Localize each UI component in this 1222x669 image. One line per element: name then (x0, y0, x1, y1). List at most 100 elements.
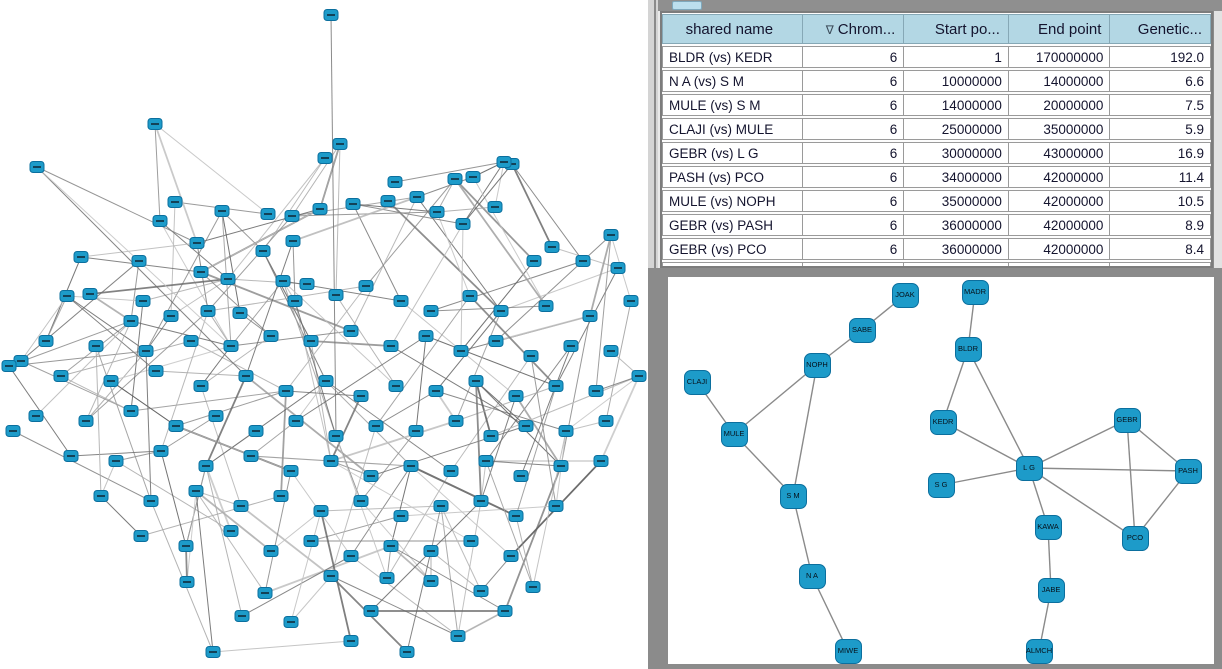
network-node[interactable] (189, 237, 205, 249)
network-node[interactable] (283, 465, 299, 477)
table-cell[interactable]: NOPH (vs) S M (662, 262, 803, 266)
network-node[interactable] (523, 350, 539, 362)
network-node[interactable] (387, 176, 403, 188)
network-node[interactable] (462, 290, 478, 302)
network-node[interactable] (299, 278, 315, 290)
network-node[interactable] (448, 415, 464, 427)
network-node[interactable] (263, 330, 279, 342)
network-node[interactable] (135, 295, 151, 307)
network-node[interactable] (255, 245, 271, 257)
network-node[interactable] (383, 540, 399, 552)
network-node[interactable] (363, 605, 379, 617)
table-scrollbar-strip[interactable] (1213, 11, 1222, 268)
network-node[interactable] (455, 218, 471, 230)
table-cell[interactable]: 43000000 (1008, 142, 1111, 164)
network-node[interactable] (208, 410, 224, 422)
network-node[interactable] (147, 118, 163, 130)
network-node[interactable] (563, 340, 579, 352)
network-node[interactable] (167, 196, 183, 208)
table-cell[interactable]: 35000000 (1008, 118, 1111, 140)
network-node[interactable] (433, 500, 449, 512)
table-cell[interactable]: 42000000 (1008, 238, 1111, 260)
network-node[interactable] (220, 273, 236, 285)
table-cell[interactable]: GEBR (vs) L G (662, 142, 803, 164)
network-node[interactable] (260, 208, 276, 220)
network-node[interactable] (183, 335, 199, 347)
table-cell[interactable]: 170000000 (1008, 46, 1111, 68)
network-node-n-a[interactable]: N A (798, 563, 826, 589)
large-network-panel[interactable] (0, 0, 648, 669)
table-row[interactable]: PASH (vs) PCO 6 34000000 42000000 11.4 (662, 166, 1211, 188)
table-row[interactable]: NOPH (vs) S M636000000420000009.9 (662, 262, 1211, 266)
network-node[interactable] (205, 646, 221, 658)
table-cell[interactable]: 34000000 (904, 166, 1009, 188)
network-node[interactable] (508, 390, 524, 402)
table-cell[interactable]: BLDR (vs) KEDR (662, 46, 803, 68)
network-node[interactable] (59, 290, 75, 302)
network-node[interactable] (123, 405, 139, 417)
network-node[interactable] (38, 335, 54, 347)
column-header-end-point[interactable]: End point (1008, 14, 1111, 44)
network-node[interactable] (603, 345, 619, 357)
network-node[interactable] (493, 305, 509, 317)
network-node[interactable] (288, 415, 304, 427)
network-node[interactable] (178, 540, 194, 552)
table-cell[interactable]: 6 (802, 214, 905, 236)
table-cell[interactable]: 42000000 (1008, 190, 1111, 212)
network-node[interactable] (483, 430, 499, 442)
table-cell[interactable]: 8.4 (1110, 238, 1211, 260)
network-node[interactable] (558, 425, 574, 437)
network-node[interactable] (358, 280, 374, 292)
column-header-shared-name[interactable]: shared name (662, 14, 803, 44)
table-cell[interactable]: 1 (904, 46, 1009, 68)
network-node[interactable] (82, 288, 98, 300)
network-node-mule[interactable]: MULE (720, 421, 748, 447)
network-node[interactable] (93, 490, 109, 502)
network-node[interactable] (257, 587, 273, 599)
network-node[interactable] (403, 460, 419, 472)
network-node[interactable] (312, 203, 328, 215)
network-node[interactable] (478, 455, 494, 467)
network-node[interactable] (399, 646, 415, 658)
table-cell[interactable]: CLAJI (vs) MULE (662, 118, 803, 140)
network-node[interactable] (526, 255, 542, 267)
table-cell[interactable]: 10.5 (1110, 190, 1211, 212)
network-node[interactable] (343, 325, 359, 337)
table-cell[interactable]: 6 (802, 46, 905, 68)
network-node-pco[interactable]: PCO (1121, 525, 1149, 551)
network-node[interactable] (233, 500, 249, 512)
network-node[interactable] (323, 9, 339, 21)
network-node[interactable] (285, 235, 301, 247)
table-cell[interactable]: 8.9 (1110, 214, 1211, 236)
network-node[interactable] (429, 206, 445, 218)
network-edge[interactable] (1028, 467, 1136, 539)
network-node[interactable] (368, 420, 384, 432)
network-node[interactable] (623, 295, 639, 307)
network-node[interactable] (423, 575, 439, 587)
table-row[interactable]: BLDR (vs) KEDR 6 1 170000000 192.0 (662, 46, 1211, 68)
table-cell[interactable]: 6.6 (1110, 70, 1211, 92)
network-node[interactable] (488, 335, 504, 347)
network-node-l-g[interactable]: L G (1015, 455, 1043, 481)
table-cell[interactable]: 6 (802, 262, 905, 266)
table-row[interactable]: GEBR (vs) PCO 6 36000000 42000000 8.4 (662, 238, 1211, 260)
filter-icon[interactable]: ∇ (825, 22, 834, 37)
network-node[interactable] (287, 295, 303, 307)
network-node[interactable] (603, 229, 619, 241)
network-edge[interactable] (942, 421, 1030, 469)
network-node[interactable] (450, 630, 466, 642)
table-cell[interactable]: 16.9 (1110, 142, 1211, 164)
network-node[interactable] (223, 340, 239, 352)
table-cell[interactable]: 30000000 (904, 142, 1009, 164)
table-cell[interactable]: 6 (802, 166, 905, 188)
network-node[interactable] (544, 241, 560, 253)
network-node-noph[interactable]: NOPH (803, 352, 831, 378)
network-node[interactable] (409, 191, 425, 203)
network-node-kawa[interactable]: KAWA (1034, 514, 1062, 540)
network-node[interactable] (108, 455, 124, 467)
network-node[interactable] (548, 500, 564, 512)
network-node[interactable] (153, 445, 169, 457)
network-node[interactable] (575, 255, 591, 267)
table-cell[interactable]: 192.0 (1110, 46, 1211, 68)
network-node[interactable] (53, 370, 69, 382)
